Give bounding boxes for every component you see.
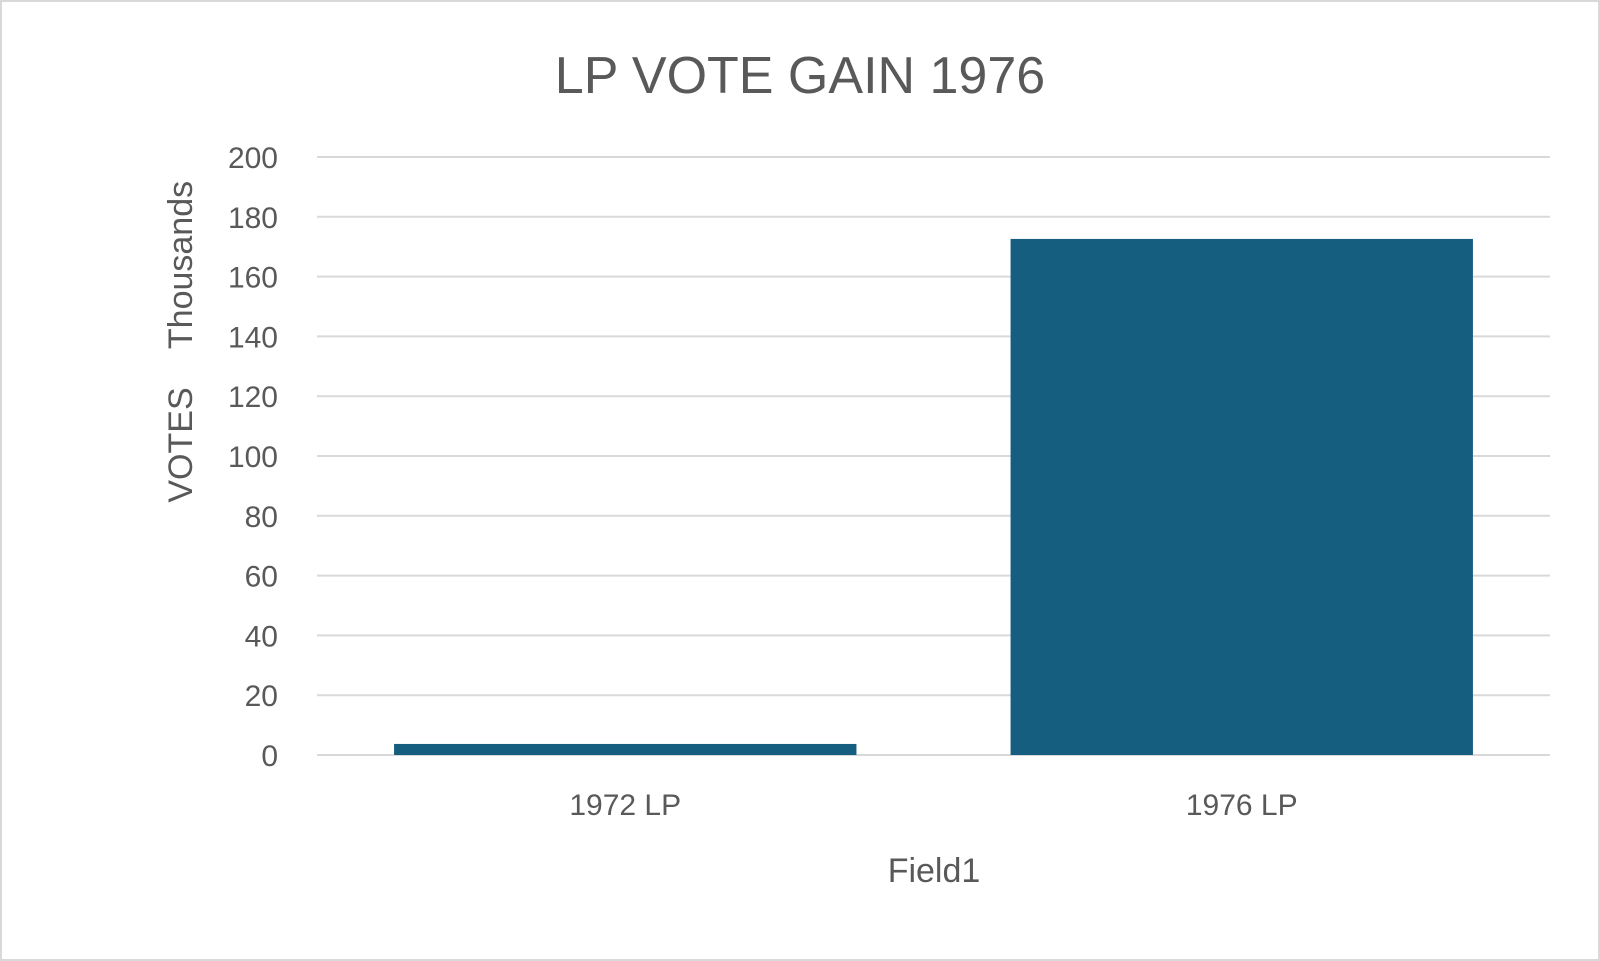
y-tick-label: 80 — [245, 501, 278, 534]
bars — [394, 238, 1473, 755]
y-tick-label: 180 — [228, 202, 278, 235]
y-tick-label: 100 — [228, 441, 278, 474]
x-tick-label: 1976 LP — [1186, 789, 1298, 822]
bar-1972-lp — [394, 743, 857, 755]
y-axis-display-units: Thousands — [162, 181, 200, 349]
chart-title: LP VOTE GAIN 1976 — [555, 47, 1045, 105]
y-tick-label: 160 — [228, 262, 278, 295]
x-axis-title: Field1 — [888, 852, 981, 890]
y-axis-title: VOTES — [162, 387, 200, 502]
x-tick-labels: 1972 LP 1976 LP — [569, 789, 1297, 822]
y-tick-label: 20 — [245, 680, 278, 713]
y-tick-labels: 0 20 40 60 80 100 120 140 160 180 200 — [228, 142, 278, 773]
y-tick-label: 40 — [245, 620, 278, 653]
y-tick-label: 200 — [228, 142, 278, 175]
y-tick-label: 140 — [228, 321, 278, 354]
y-tick-label: 60 — [245, 561, 278, 594]
x-tick-label: 1972 LP — [569, 789, 681, 822]
y-tick-label: 0 — [261, 740, 278, 773]
bar-1976-lp — [1010, 238, 1473, 755]
y-tick-label: 120 — [228, 381, 278, 414]
